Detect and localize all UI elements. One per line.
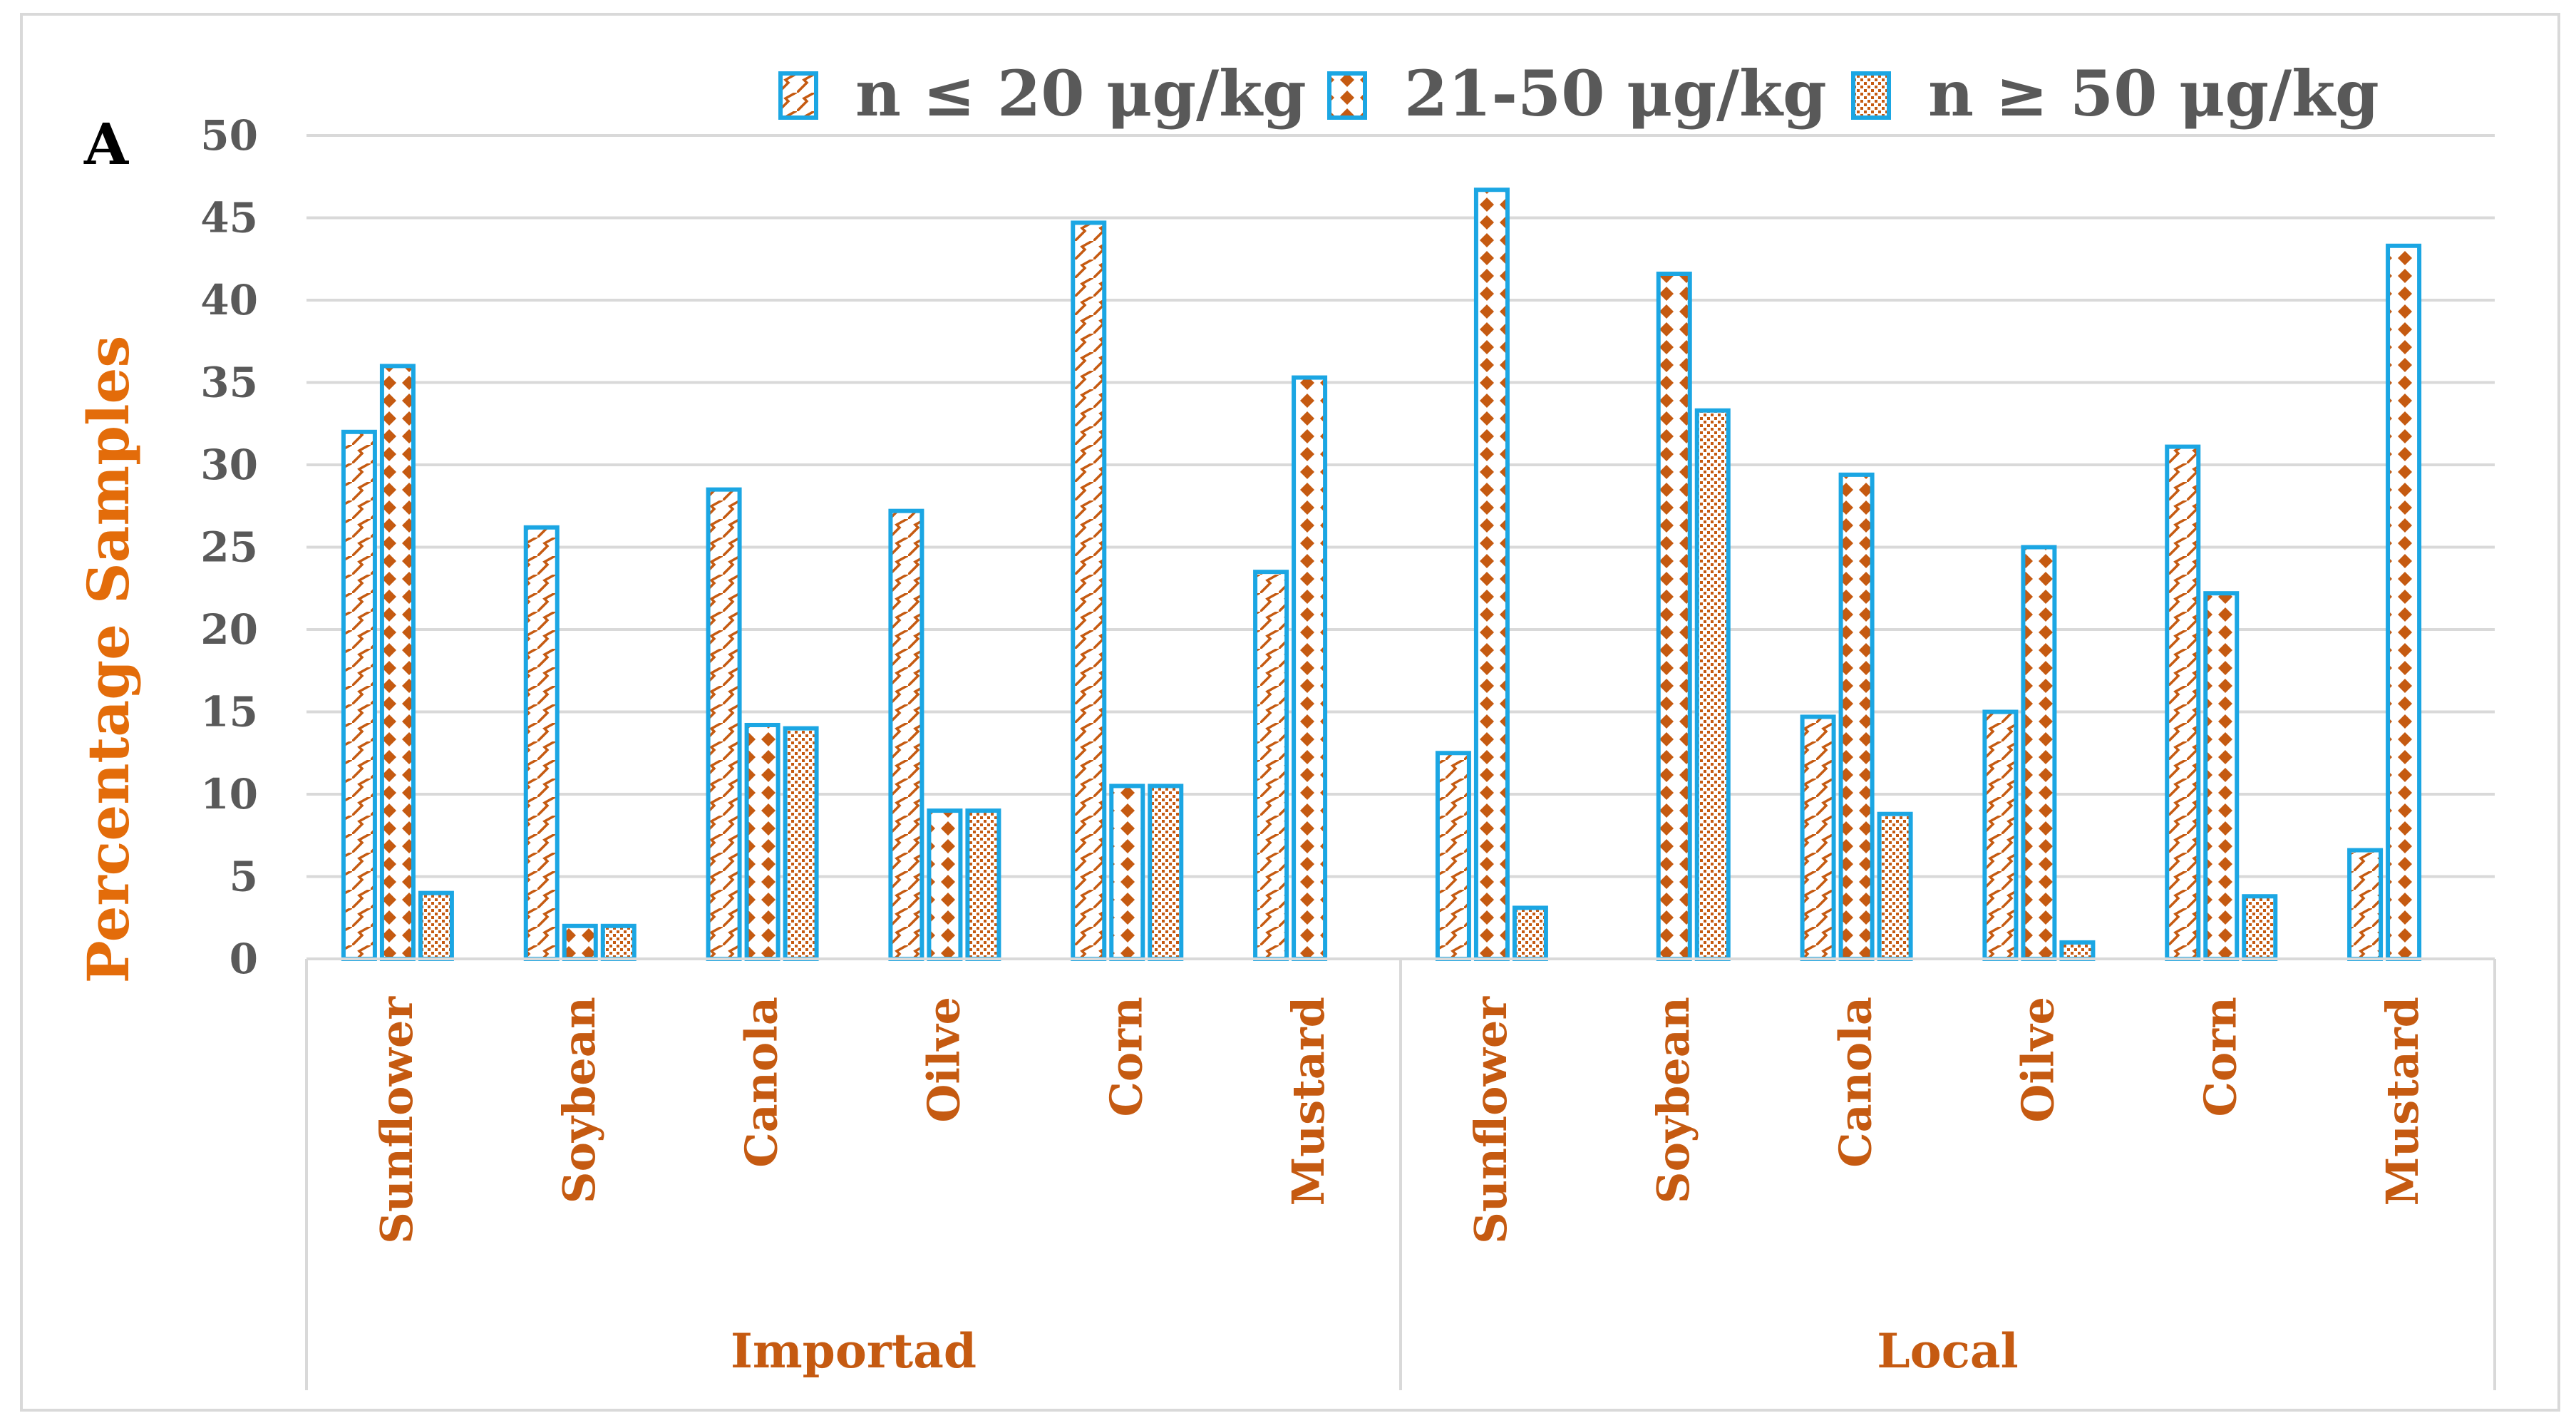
bar-soybean-series-1	[523, 525, 560, 961]
bar-sunflower-series-2	[1473, 188, 1510, 962]
bar-oilve-series-2	[927, 808, 963, 961]
bar-corn-series-1	[1071, 220, 1107, 961]
x-tick-label: Mustard	[2376, 997, 2428, 1206]
x-tick-label: Soybean	[553, 997, 605, 1203]
y-tick-label: 30	[200, 441, 258, 489]
bar-mustard-series-2	[1292, 375, 1328, 961]
y-tick-label: 40	[200, 276, 258, 324]
panel-label: A	[83, 111, 129, 178]
x-tick-label: Canola	[1830, 997, 1882, 1168]
bar-corn-series-3	[1148, 784, 1184, 961]
bar-canola-series-1	[1800, 714, 1836, 961]
legend-item: 21-50 μg/kg	[1327, 56, 1827, 130]
y-axis-title: Percentage Samples	[75, 336, 142, 984]
bar-corn-series-2	[1109, 784, 1145, 961]
x-tick-label: Corn	[2194, 997, 2246, 1116]
bar-sunflower-series-1	[1435, 751, 1471, 961]
x-tick-label: Sunflower	[1465, 996, 1517, 1244]
legend-swatch	[778, 71, 818, 120]
legend-swatch	[1327, 71, 1367, 120]
bar-soybean-series-2	[1656, 272, 1692, 962]
y-tick-label: 5	[230, 853, 258, 901]
y-tick-label: 25	[200, 523, 258, 572]
bar-oilve-series-1	[888, 508, 924, 961]
legend-label: n ≥ 50 μg/kg	[1928, 56, 2379, 130]
x-tick-label: Soybean	[1647, 997, 1699, 1203]
bar-soybean-series-3	[1694, 408, 1731, 961]
bar-mustard-series-1	[1253, 570, 1289, 961]
x-tick-label: Mustard	[1282, 997, 1334, 1206]
bar-sunflower-series-2	[379, 364, 416, 961]
bar-soybean-series-3	[600, 923, 637, 962]
bar-oilve-series-3	[2059, 940, 2096, 962]
legend-item: n ≤ 20 μg/kg	[778, 56, 1307, 130]
x-tick-label: Sunflower	[371, 996, 423, 1244]
legend-swatch	[1851, 71, 1891, 120]
y-tick-label: 15	[200, 688, 258, 736]
y-tick-label: 50	[200, 111, 258, 160]
y-tick-label: 10	[200, 770, 258, 818]
bar-canola-series-1	[706, 487, 742, 961]
bar-sunflower-series-3	[1512, 905, 1548, 962]
x-tick-label: Oilve	[2011, 997, 2064, 1123]
x-group-label: Local	[1877, 1323, 2018, 1379]
x-group-label: Importad	[731, 1323, 977, 1379]
bar-canola-series-3	[1877, 811, 1913, 961]
legend: n ≤ 20 μg/kg 21-50 μg/kg n ≥ 50 μg/kg	[778, 56, 2379, 130]
bar-corn-series-1	[2165, 444, 2201, 961]
y-tick-label: 20	[200, 605, 258, 654]
bar-oilve-series-2	[2021, 545, 2057, 961]
bar-oilve-series-3	[965, 808, 1001, 961]
bar-mustard-series-2	[2386, 243, 2422, 961]
bar-oilve-series-1	[1982, 709, 2019, 961]
x-tick-label: Corn	[1100, 997, 1152, 1116]
y-tick-label: 0	[230, 935, 258, 983]
legend-item: n ≥ 50 μg/kg	[1851, 56, 2379, 130]
legend-label: 21-50 μg/kg	[1404, 56, 1827, 130]
bar-soybean-series-2	[562, 923, 598, 962]
bar-canola-series-2	[744, 722, 780, 961]
y-tick-label: 35	[200, 359, 258, 407]
bar-canola-series-2	[1838, 472, 1875, 961]
bar-corn-series-3	[2242, 894, 2278, 961]
bar-canola-series-3	[783, 726, 819, 961]
legend-label: n ≤ 20 μg/kg	[855, 56, 1307, 130]
y-tick-label: 45	[200, 194, 258, 242]
bar-mustard-series-1	[2347, 848, 2384, 962]
bars	[341, 188, 2422, 962]
bar-corn-series-2	[2203, 591, 2240, 961]
x-tick-label: Canola	[736, 997, 788, 1168]
bar-sunflower-series-3	[418, 890, 454, 961]
chart-frame	[20, 13, 2560, 1412]
x-tick-label: Oilve	[917, 997, 969, 1123]
x-axis: Sunflower Soybean Canola Oilve Corn Mustard Su…	[305, 957, 2496, 1390]
y-axis-ticks: 0 5 10 15 20 25 30 35 40 45 50	[200, 111, 258, 983]
bar-sunflower-series-1	[341, 429, 377, 961]
